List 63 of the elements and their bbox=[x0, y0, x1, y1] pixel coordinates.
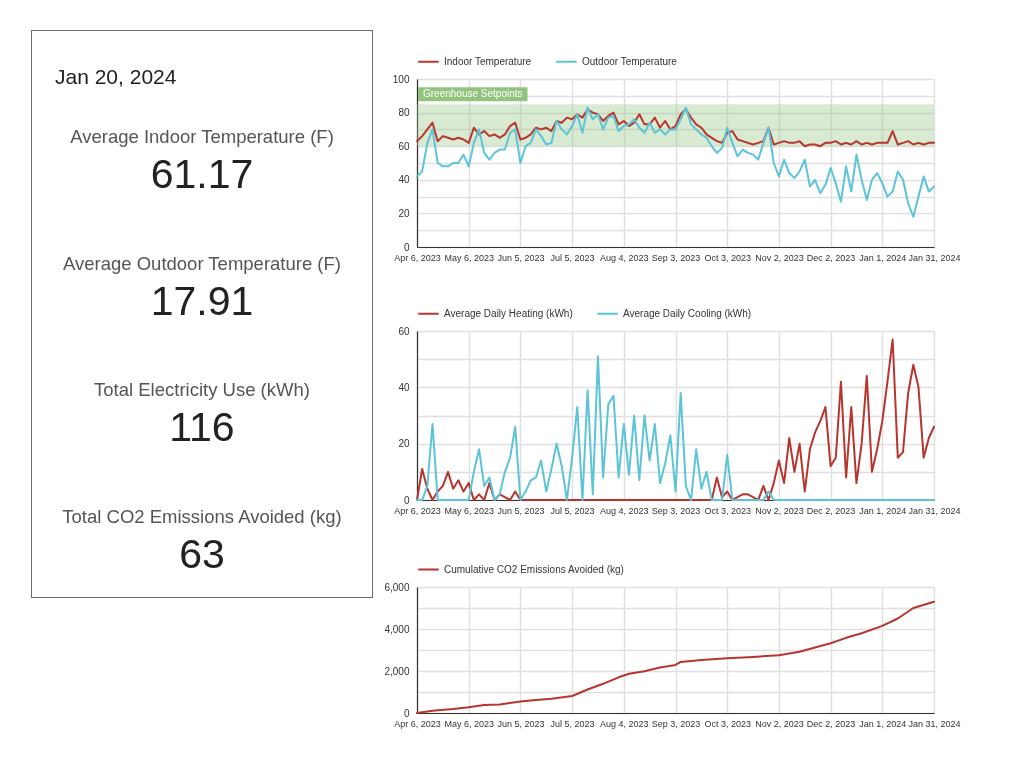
text: Average Outdoor Temperature (F) bbox=[62, 252, 342, 275]
legend-label: Outdoor Temperature bbox=[582, 55, 678, 67]
x-tick-label: Aug 4, 2023 bbox=[600, 252, 649, 263]
text: Average Indoor Temperature (F) bbox=[69, 126, 335, 148]
text: Total CO2 Emissions Avoided (kg) bbox=[61, 505, 343, 528]
x-tick-label: Jan 1, 2024 bbox=[859, 505, 907, 516]
legend-label: Average Daily Cooling (kWh) bbox=[623, 307, 752, 319]
x-tick-label: Nov 2, 2023 bbox=[755, 718, 804, 729]
legend-label: Average Daily Heating (kWh) bbox=[444, 307, 573, 319]
y-tick-label: 40 bbox=[398, 174, 410, 186]
x-tick-label: Jul 5, 2023 bbox=[550, 252, 595, 263]
legend-label: Indoor Temperature bbox=[444, 55, 532, 67]
y-tick-label: 40 bbox=[398, 381, 410, 393]
text: 61.17 bbox=[149, 150, 255, 198]
x-tick-label: Dec 2, 2023 bbox=[806, 718, 856, 729]
y-tick-label: 0 bbox=[403, 241, 410, 253]
y-tick-label: 6,000 bbox=[384, 581, 410, 593]
x-tick-label: Jun 5, 2023 bbox=[497, 718, 545, 729]
x-tick-label: Jan 31, 2024 bbox=[908, 718, 961, 729]
x-tick-label: Oct 3, 2023 bbox=[704, 718, 751, 729]
x-tick-label: Jun 5, 2023 bbox=[497, 252, 545, 263]
x-tick-label: Jan 1, 2024 bbox=[859, 252, 907, 263]
x-tick-label: Aug 4, 2023 bbox=[600, 718, 649, 729]
legend-label: Cumulative CO2 Emissions Avoided (kg) bbox=[444, 563, 624, 575]
x-tick-label: Nov 2, 2023 bbox=[755, 252, 804, 263]
x-tick-label: Sep 3, 2023 bbox=[651, 718, 701, 729]
text: Total Electricity Use (kWh) bbox=[93, 379, 311, 401]
text: 63 bbox=[178, 529, 226, 578]
x-tick-label: Apr 6, 2023 bbox=[394, 718, 441, 729]
text: Jan 20, 2024 bbox=[55, 64, 177, 90]
x-tick-label: Sep 3, 2023 bbox=[651, 505, 701, 516]
y-tick-label: 20 bbox=[398, 438, 410, 450]
x-tick-label: Jun 5, 2023 bbox=[497, 505, 545, 516]
x-tick-label: Oct 3, 2023 bbox=[704, 505, 751, 516]
x-tick-label: Jul 5, 2023 bbox=[550, 505, 595, 516]
text: 17.91 bbox=[149, 276, 255, 325]
x-tick-label: Dec 2, 2023 bbox=[806, 505, 856, 516]
y-tick-label: 4,000 bbox=[384, 623, 410, 635]
y-tick-label: 0 bbox=[403, 707, 410, 719]
x-tick-label: May 6, 2023 bbox=[444, 252, 494, 263]
y-tick-label: 80 bbox=[398, 107, 410, 119]
x-tick-label: Oct 3, 2023 bbox=[704, 252, 751, 263]
x-tick-label: Apr 6, 2023 bbox=[394, 505, 441, 516]
x-tick-label: Sep 3, 2023 bbox=[651, 252, 701, 263]
x-tick-label: Jan 1, 2024 bbox=[859, 718, 907, 729]
x-tick-label: Jan 31, 2024 bbox=[908, 505, 961, 516]
y-tick-label: 20 bbox=[398, 207, 410, 219]
x-tick-label: Dec 2, 2023 bbox=[806, 252, 856, 263]
y-tick-label: 2,000 bbox=[384, 665, 410, 677]
y-tick-label: 100 bbox=[392, 73, 410, 85]
x-tick-label: Aug 4, 2023 bbox=[600, 505, 649, 516]
y-tick-label: 0 bbox=[403, 494, 410, 506]
x-tick-label: Nov 2, 2023 bbox=[755, 505, 804, 516]
text: 116 bbox=[168, 403, 236, 451]
band-label: Greenhouse Setpoints bbox=[423, 88, 523, 100]
y-tick-label: 60 bbox=[398, 325, 410, 337]
x-tick-label: Jul 5, 2023 bbox=[550, 718, 595, 729]
line-series bbox=[416, 106, 935, 218]
x-tick-label: Apr 6, 2023 bbox=[394, 252, 441, 263]
x-tick-label: May 6, 2023 bbox=[444, 505, 494, 516]
x-tick-label: May 6, 2023 bbox=[444, 718, 494, 729]
x-tick-label: Jan 31, 2024 bbox=[908, 252, 961, 263]
y-tick-label: 60 bbox=[398, 140, 410, 152]
